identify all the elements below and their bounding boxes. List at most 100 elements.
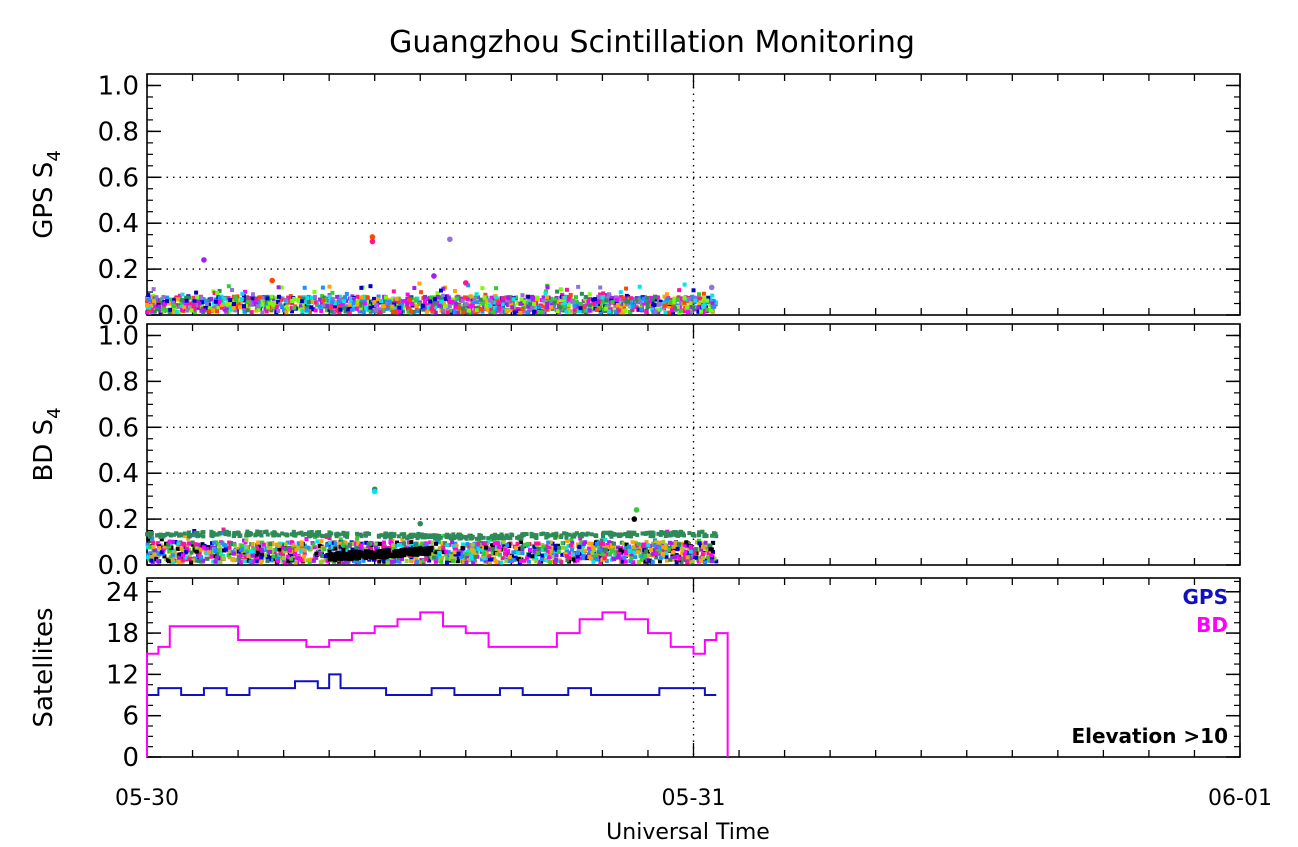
scatter-point <box>420 533 425 538</box>
scatter-point <box>702 296 707 301</box>
scatter-point <box>314 551 319 556</box>
scatter-point <box>402 299 407 304</box>
scatter-point <box>214 532 219 537</box>
scatter-point <box>508 536 513 541</box>
scatter-point <box>567 532 572 537</box>
scatter-point <box>271 554 276 559</box>
scatter-point <box>700 556 705 561</box>
scatter-point <box>286 307 291 312</box>
scatter-point <box>493 536 498 541</box>
scatter-point <box>575 550 580 555</box>
scatter-point <box>417 281 422 286</box>
scatter-point <box>446 310 451 315</box>
scatter-point <box>290 306 295 311</box>
scatter-point <box>506 549 511 554</box>
scatter-point <box>465 297 470 302</box>
scatter-point <box>603 537 608 542</box>
scatter-point <box>201 310 206 315</box>
scatter-point <box>419 290 424 295</box>
scatter-point <box>505 552 510 557</box>
scatter-point <box>544 295 549 300</box>
scatter-point <box>147 310 152 315</box>
scatter-point <box>575 558 580 563</box>
scatter-point <box>606 295 611 300</box>
scatter-point <box>690 547 695 552</box>
scatter-point <box>311 307 316 312</box>
scatter-point <box>621 310 626 315</box>
scatter-point <box>180 292 185 297</box>
scatter-point <box>302 302 307 307</box>
scatter-point <box>546 555 551 560</box>
scatter-point <box>205 556 210 561</box>
scatter-point <box>272 300 277 305</box>
scatter-point <box>149 558 154 563</box>
scatter-point <box>591 548 596 553</box>
scatter-point <box>330 300 335 305</box>
scatter-point <box>526 304 531 309</box>
scatter-point <box>675 304 680 309</box>
scatter-point <box>163 301 168 306</box>
scatter-point <box>446 295 451 300</box>
scatter-point <box>399 532 404 537</box>
scatter-point <box>553 533 558 538</box>
scatter-point <box>150 560 155 565</box>
plot-frame <box>146 323 1241 566</box>
scatter-point <box>173 539 178 544</box>
y-tick-label: 0.8 <box>98 367 139 397</box>
y-tick-label: 1.0 <box>98 71 139 101</box>
scatter-point <box>335 294 340 299</box>
scatter-point <box>493 558 498 563</box>
scatter-point <box>521 309 526 314</box>
scatter-point <box>327 548 332 553</box>
scatter-point <box>383 297 388 302</box>
scatter-point <box>600 546 605 551</box>
scatter-point <box>578 306 583 311</box>
scatter-point <box>385 550 390 555</box>
scatter-point <box>363 532 368 537</box>
scatter-point <box>276 309 281 314</box>
scatter-point <box>564 535 569 540</box>
scatter-point <box>191 305 196 310</box>
scatter-point <box>215 552 220 557</box>
scatter-point <box>208 305 213 310</box>
scatter-point <box>312 289 317 294</box>
scatter-point <box>414 541 419 546</box>
scatter-point <box>176 559 181 564</box>
scatter-point <box>426 305 431 310</box>
scatter-point <box>355 536 360 541</box>
scatter-point <box>297 531 302 536</box>
scatter-point <box>251 553 256 558</box>
scatter-point <box>394 553 399 558</box>
scatter-point <box>184 546 189 551</box>
scatter-point <box>285 540 290 545</box>
scatter-point <box>416 302 421 307</box>
scatter-point <box>466 558 471 563</box>
scatter-point <box>562 301 567 306</box>
scatter-point <box>338 307 343 312</box>
scatter-point <box>633 540 638 545</box>
scatter-outlier <box>631 516 638 522</box>
scatter-point <box>410 551 415 556</box>
scatter-point <box>281 553 286 558</box>
scatter-point <box>451 532 456 537</box>
scatter-point <box>381 549 386 554</box>
scatter-point <box>402 541 407 546</box>
scatter-point <box>501 540 506 545</box>
scatter-point <box>158 308 163 313</box>
scatter-point <box>497 547 502 552</box>
scatter-point <box>514 546 519 551</box>
scatter-point <box>444 532 449 537</box>
scatter-point <box>364 556 369 561</box>
scatter-point <box>417 560 422 565</box>
scatter-point <box>678 556 683 561</box>
scatter-point <box>276 285 281 290</box>
scatter-point <box>347 302 352 307</box>
scatter-point <box>210 534 215 539</box>
scatter-point <box>510 305 515 310</box>
scatter-point <box>555 289 560 294</box>
scatter-point <box>256 300 261 305</box>
scatter-point <box>464 302 469 307</box>
scatter-point <box>482 297 487 302</box>
scatter-point <box>453 541 458 546</box>
scatter-point <box>687 297 692 302</box>
